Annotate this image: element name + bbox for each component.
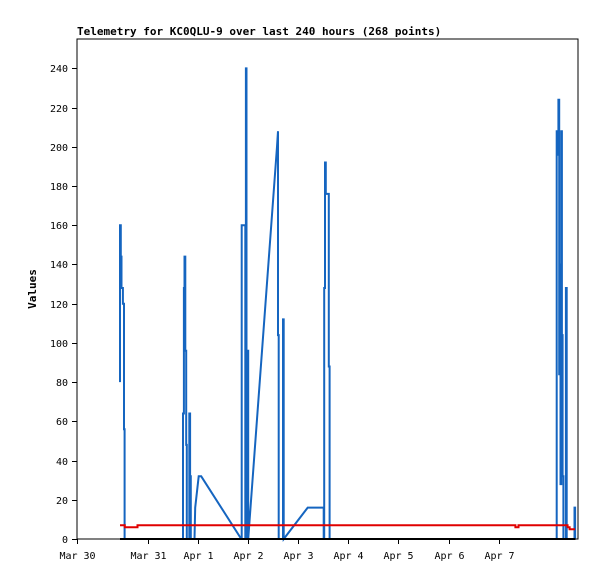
series-line-1	[119, 67, 577, 542]
y-tick-label: 180	[50, 182, 68, 193]
y-tick-label: 80	[56, 378, 68, 389]
y-axis-label: Values	[26, 269, 39, 309]
y-tick-label: 0	[62, 535, 68, 546]
x-tick-label: Apr 4	[333, 551, 363, 562]
x-tick-label: Apr 3	[283, 551, 313, 562]
x-tick-label: Mar 30	[59, 551, 95, 562]
y-axis: 0 20 40 60 80 100 120 140 160 180 200 220 240	[50, 64, 77, 546]
x-tick-label: Mar 31	[130, 551, 166, 562]
plot-area	[76, 38, 579, 540]
x-tick-label: Apr 1	[183, 551, 213, 562]
y-tick-label: 200	[50, 143, 68, 154]
x-tick-label: Apr 2	[233, 551, 263, 562]
plot-frame	[76, 38, 579, 540]
x-tick-label: Apr 6	[434, 551, 464, 562]
y-tick-label: 40	[56, 457, 68, 468]
y-tick-label: 20	[56, 496, 68, 507]
y-tick-label: 240	[50, 64, 68, 75]
y-tick-label: 120	[50, 300, 68, 311]
y-tick-label: 160	[50, 221, 68, 232]
y-tick-label: 60	[56, 417, 68, 428]
series-line-2	[120, 524, 576, 531]
x-tick-label: Apr 7	[484, 551, 514, 562]
series-group	[119, 67, 577, 542]
x-axis: Mar 30 Mar 31 Apr 1 Apr 2 Apr 3 Apr 4 Apr 5 Apr…	[59, 539, 515, 562]
x-tick-label: Apr 5	[383, 551, 413, 562]
y-tick-label: 140	[50, 260, 68, 271]
chart-title: Telemetry for KC0QLU-9 over last 240 hou…	[77, 25, 441, 38]
y-tick-label: 220	[50, 104, 68, 115]
y-tick-label: 100	[50, 339, 68, 350]
